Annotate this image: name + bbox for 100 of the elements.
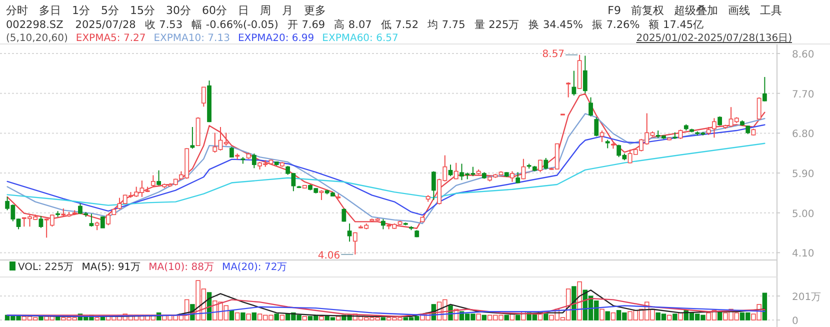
text: 开 7.69 xyxy=(287,19,326,31)
text: 30分 xyxy=(166,4,191,17)
text: 振 7.26% xyxy=(592,19,640,31)
candlestick xyxy=(521,158,526,180)
text: 超级叠加 xyxy=(674,4,718,17)
line-series xyxy=(6,124,766,216)
line-series xyxy=(6,305,766,318)
text: 分时 xyxy=(6,4,28,17)
annotation: 4.06 xyxy=(318,250,340,262)
y-tick-label: 5.00 xyxy=(792,208,814,220)
bar xyxy=(94,317,100,320)
candlestick xyxy=(156,170,161,186)
candlestick xyxy=(566,82,571,98)
bar xyxy=(672,314,678,320)
candlestick xyxy=(352,232,358,255)
text: 收 7.53 xyxy=(144,19,183,31)
candlestick xyxy=(319,190,324,201)
line-series xyxy=(6,113,766,224)
text: 更多 xyxy=(304,4,326,17)
text: 均 7.75 xyxy=(426,19,466,31)
bar xyxy=(234,312,240,320)
candlestick xyxy=(347,222,352,242)
text: 额 17.45亿 xyxy=(648,18,704,31)
candlestick xyxy=(150,174,156,188)
text: MA(10): 88万 xyxy=(148,262,214,273)
candlestick xyxy=(538,159,542,173)
line-series xyxy=(6,142,766,206)
candlestick xyxy=(201,86,206,108)
text: (5,10,20,60) xyxy=(6,33,68,44)
candlestick xyxy=(762,76,767,102)
bar xyxy=(240,312,246,320)
text: 15分 xyxy=(130,4,155,17)
bar xyxy=(246,314,251,320)
text: 2025/07/28 xyxy=(75,19,136,31)
y-tick-label: 201万 xyxy=(792,292,822,303)
bar xyxy=(38,316,44,320)
candlestick xyxy=(756,96,762,120)
candlestick xyxy=(544,157,548,170)
text: EXPMA10: 7.13 xyxy=(154,33,230,44)
y-tick-label: 5.90 xyxy=(792,169,814,180)
text: 2025/01/02-2025/07/28(136日) xyxy=(636,33,792,44)
text: 60分 xyxy=(202,4,227,17)
text: 换 34.45% xyxy=(528,19,584,31)
bar xyxy=(476,314,481,320)
candlestick xyxy=(582,55,588,94)
text: 月 xyxy=(282,4,293,17)
text: 多日 xyxy=(39,4,61,17)
chart-title: 002298.SZ xyxy=(6,19,64,31)
text: 幅 -0.66%(-0.05) xyxy=(192,19,278,31)
bar xyxy=(515,314,520,320)
bar xyxy=(380,317,386,320)
candlestick xyxy=(78,203,82,215)
text: 画线 xyxy=(728,4,750,17)
candlestick xyxy=(89,213,94,228)
text: MA(20): 72万 xyxy=(222,262,288,273)
bar xyxy=(482,314,487,320)
bar xyxy=(678,312,683,320)
candlestick xyxy=(342,208,346,222)
bar xyxy=(762,292,768,320)
bar xyxy=(666,314,672,320)
text: 工具 xyxy=(760,4,782,17)
text: 5分 xyxy=(101,4,119,17)
bar xyxy=(274,314,279,320)
bar xyxy=(600,308,604,320)
text: 量 225万 xyxy=(474,19,520,31)
bar xyxy=(280,314,285,320)
candlestick xyxy=(510,170,514,182)
y-tick-label: 0 xyxy=(792,316,798,327)
text: EXPMA60: 6.57 xyxy=(322,33,398,44)
candlestick xyxy=(594,116,599,137)
y-tick-label: 8.60 xyxy=(792,50,814,61)
text: EXPMA20: 6.99 xyxy=(238,33,314,44)
bar xyxy=(302,316,308,320)
bar xyxy=(336,316,341,320)
y-tick-label: 6.80 xyxy=(792,129,814,140)
y-tick-label: 7.70 xyxy=(792,89,814,100)
text: EXPMA5: 7.27 xyxy=(76,33,146,44)
candlestick xyxy=(678,129,683,140)
text: MA(5): 91万 xyxy=(82,262,141,273)
candlestick xyxy=(38,215,44,228)
candlestick xyxy=(431,170,436,201)
candlestick xyxy=(712,118,716,138)
candlestick xyxy=(381,218,386,230)
candlestick xyxy=(448,164,453,177)
bar xyxy=(229,310,234,320)
y-tick-label: 4.10 xyxy=(792,248,814,260)
text: 高 8.07 xyxy=(334,18,372,31)
text: F9 xyxy=(608,4,621,17)
candlestick xyxy=(454,162,458,180)
annotation: 8.57 xyxy=(542,48,565,60)
bar xyxy=(605,311,610,320)
candlestick xyxy=(588,96,593,117)
bar xyxy=(610,312,616,320)
text: 1分 xyxy=(72,4,90,17)
legend-label: VOL: 225万 xyxy=(18,262,74,273)
line-series xyxy=(6,93,766,229)
bar xyxy=(252,312,257,320)
text: 日 xyxy=(238,4,249,17)
bar xyxy=(504,314,509,320)
candlestick xyxy=(718,116,722,126)
